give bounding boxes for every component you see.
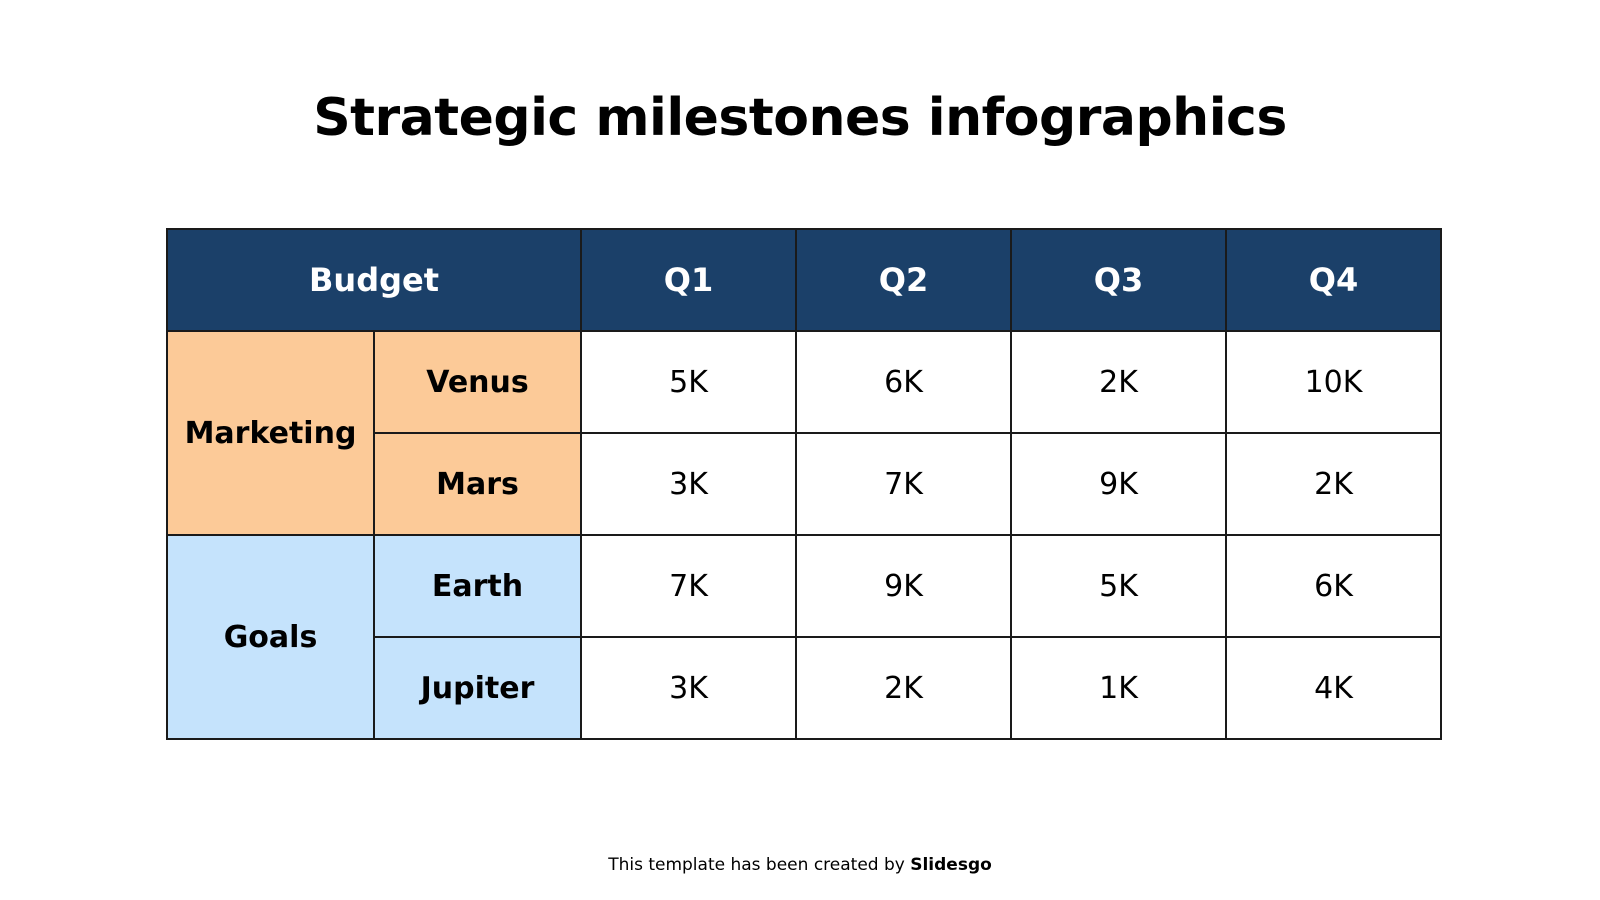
row-label-mars: Mars	[372, 432, 583, 536]
header-q3: Q3	[1010, 228, 1228, 332]
group-label-goals: Goals	[166, 534, 375, 740]
footer-brand-link[interactable]: Slidesgo	[910, 855, 992, 875]
cell-jupiter-q3: 1K	[1010, 636, 1228, 740]
cell-venus-q4: 10K	[1225, 330, 1443, 434]
cell-venus-q1: 5K	[580, 330, 798, 434]
cell-mars-q1: 3K	[580, 432, 798, 536]
row-label-earth: Earth	[372, 534, 583, 638]
footer-credit: This template has been created by Slides…	[0, 853, 1600, 877]
page-title: Strategic milestones infographics	[313, 88, 1287, 148]
cell-mars-q4: 2K	[1225, 432, 1443, 536]
table-row: Mars 3K 7K 9K 2K	[167, 432, 1443, 536]
cell-mars-q3: 9K	[1010, 432, 1228, 536]
row-label-venus: Venus	[372, 330, 583, 434]
header-q4: Q4	[1225, 228, 1443, 332]
group-label-marketing: Marketing	[166, 330, 375, 536]
budget-table: Budget Q1 Q2 Q3 Q4 Marketing Venus 5K 6K…	[165, 228, 1443, 740]
header-q1: Q1	[580, 228, 798, 332]
header-q2: Q2	[795, 228, 1013, 332]
cell-jupiter-q2: 2K	[795, 636, 1013, 740]
cell-earth-q3: 5K	[1010, 534, 1228, 638]
row-label-jupiter: Jupiter	[372, 636, 583, 740]
cell-venus-q2: 6K	[795, 330, 1013, 434]
table-header-row: Budget Q1 Q2 Q3 Q4	[165, 228, 1443, 332]
cell-earth-q1: 7K	[580, 534, 798, 638]
cell-earth-q4: 6K	[1225, 534, 1443, 638]
table-row: Marketing Venus 5K 6K 2K 10K	[166, 330, 1443, 536]
header-budget: Budget	[165, 228, 583, 332]
footer-text: This template has been created by	[608, 855, 911, 875]
table-row: Goals Earth 7K 9K 5K 6K	[166, 534, 1443, 740]
table-row: Jupiter 3K 2K 1K 4K	[167, 636, 1443, 740]
cell-earth-q2: 9K	[795, 534, 1013, 638]
cell-venus-q3: 2K	[1010, 330, 1228, 434]
cell-jupiter-q1: 3K	[580, 636, 798, 740]
cell-jupiter-q4: 4K	[1225, 636, 1443, 740]
cell-mars-q2: 7K	[795, 432, 1013, 536]
